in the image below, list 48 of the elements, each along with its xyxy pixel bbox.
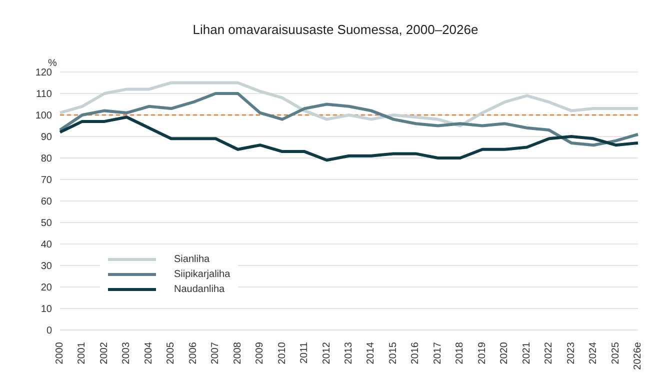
x-tick-label: 2015: [388, 342, 399, 364]
x-tick-label: 2021: [521, 342, 532, 364]
y-tick-label: 20: [40, 282, 52, 294]
chart-title: Lihan omavaraisuusaste Suomessa, 2000–2026e: [192, 21, 480, 38]
x-tick-label: 2018: [454, 342, 466, 364]
x-tick-label: 2002: [98, 342, 110, 364]
x-tick-label: 2017: [432, 342, 444, 364]
y-tick-label: 0: [46, 326, 52, 337]
y-tick-label: 50: [40, 218, 52, 230]
x-tick-label: 2013: [344, 342, 354, 364]
x-tick-label: 2009: [254, 342, 266, 364]
legend-label: Siipikarjaliha: [174, 269, 230, 280]
x-tick-label: 2024: [588, 342, 600, 364]
x-tick-label: 2011: [299, 342, 310, 364]
x-tick-label: 2020: [499, 342, 510, 364]
y-tick-label: 100: [35, 110, 52, 122]
line-series: [58, 116, 640, 162]
y-tick-label: 10: [40, 304, 52, 316]
x-tick-label: 2003: [121, 342, 132, 364]
x-tick-label: 2000: [54, 342, 66, 364]
y-tick-label: 70: [40, 175, 52, 186]
x-tick-label: 2008: [232, 342, 244, 364]
x-tick-label: 2023: [566, 342, 577, 364]
x-tick-label: 2022: [544, 342, 555, 364]
x-tick-label: 2019: [476, 342, 488, 364]
x-tick-label: 2010: [276, 342, 288, 364]
x-tick-label: 2025: [610, 342, 622, 364]
x-tick-label: 2006: [188, 342, 199, 364]
line-series: [58, 92, 640, 147]
y-tick-label: 120: [35, 68, 52, 79]
x-tick-label: 2012: [321, 342, 332, 364]
y-axis-title: %: [48, 58, 57, 69]
x-tick-label: 2007: [210, 342, 222, 364]
x-tick-label: 2016: [410, 342, 422, 364]
x-tick-label: 2001: [76, 342, 88, 364]
y-tick-label: 40: [40, 240, 52, 251]
y-tick-label: 110: [36, 89, 52, 100]
legend-label: Naudanliha: [174, 284, 225, 295]
legend-label: Sianliha: [174, 254, 210, 265]
x-tick-label: 2005: [166, 342, 177, 364]
y-tick-label: 90: [40, 132, 52, 144]
line-series: [58, 81, 640, 128]
x-tick-label: 2026e: [632, 342, 644, 370]
x-tick-label: 2004: [143, 342, 154, 364]
x-tick-label: 2014: [366, 342, 377, 364]
y-tick-label: 60: [40, 196, 52, 208]
y-tick-label: 30: [40, 261, 52, 272]
y-tick-label: 80: [40, 154, 52, 165]
